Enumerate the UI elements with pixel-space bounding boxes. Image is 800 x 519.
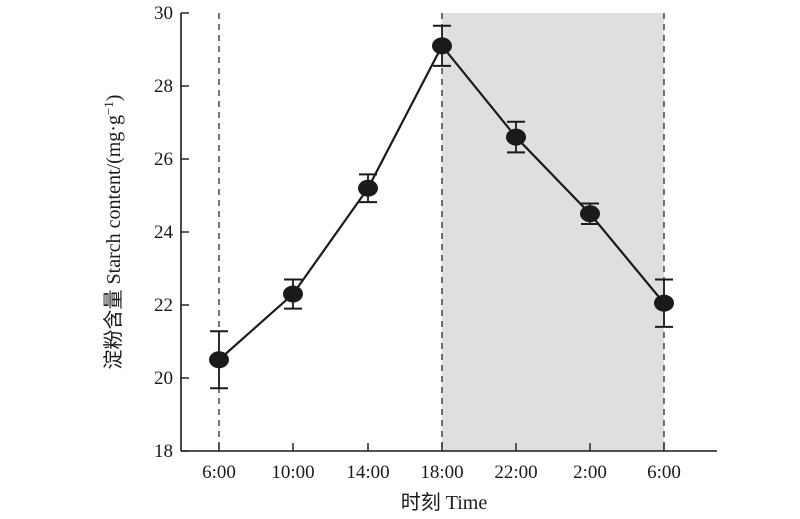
x-tick-label-5: 2:00 <box>573 462 607 483</box>
y-axis-title-superscript: −1 <box>101 101 116 115</box>
y-axis-title: 淀粉含量 Starch content/(mg·g−1) <box>101 95 126 370</box>
y-axis-ticks: 18 20 22 24 26 28 30 <box>154 3 189 462</box>
x-tick-label-6: 6:00 <box>647 462 681 483</box>
data-point-0 <box>209 351 229 369</box>
data-point-6 <box>654 294 674 312</box>
y-tick-label-22: 22 <box>154 295 173 316</box>
data-point-2 <box>358 179 378 197</box>
y-axis-title-main: 淀粉含量 Starch content/(mg·g <box>102 115 125 369</box>
y-tick-label-30: 30 <box>154 3 173 24</box>
x-axis-ticks: 6:00 10:00 14:00 18:00 22:00 2:00 6:00 <box>202 443 681 483</box>
y-axis-title-close: ) <box>103 95 125 102</box>
x-tick-label-0: 6:00 <box>202 462 236 483</box>
y-tick-label-20: 20 <box>154 368 173 389</box>
y-tick-label-24: 24 <box>154 222 174 243</box>
data-point-4 <box>506 128 526 146</box>
y-tick-label-28: 28 <box>154 76 173 97</box>
y-tick-label-26: 26 <box>154 149 173 170</box>
data-point-5 <box>580 205 600 223</box>
x-tick-label-3: 18:00 <box>420 462 463 483</box>
x-tick-label-2: 14:00 <box>346 462 389 483</box>
data-point-1 <box>283 285 303 303</box>
dark-period-shading <box>442 13 664 451</box>
x-axis-title: 时刻 Time <box>401 491 488 514</box>
x-tick-label-1: 10:00 <box>271 462 314 483</box>
y-tick-label-18: 18 <box>154 441 173 462</box>
shaded-region <box>442 13 664 451</box>
series-starch <box>209 24 674 390</box>
data-point-3 <box>432 37 452 55</box>
x-tick-label-4: 22:00 <box>494 462 537 483</box>
